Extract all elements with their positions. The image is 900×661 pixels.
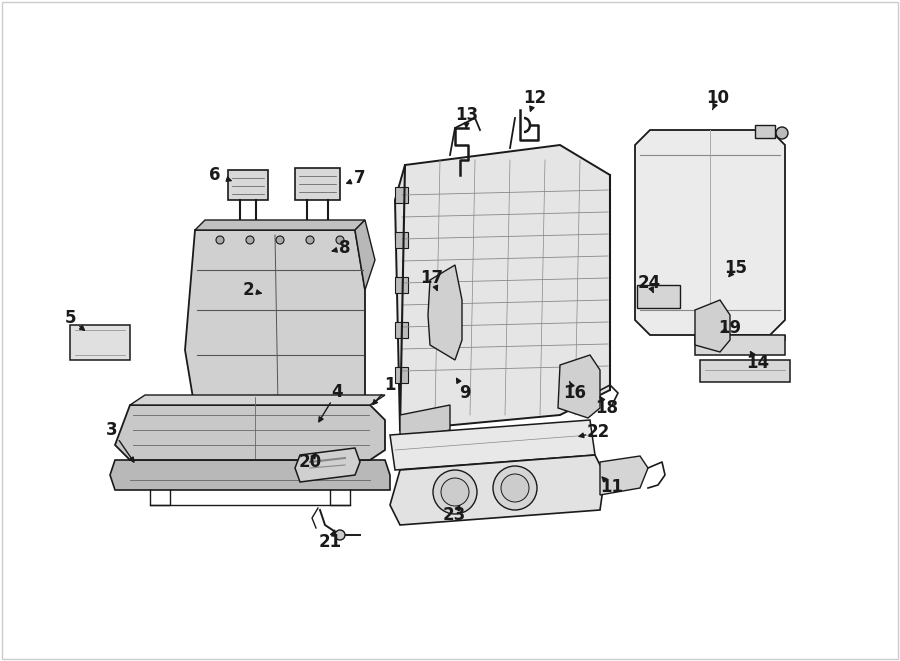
Text: 6: 6 <box>209 166 220 184</box>
Polygon shape <box>395 367 408 383</box>
Circle shape <box>216 236 224 244</box>
Polygon shape <box>695 335 785 340</box>
Text: 21: 21 <box>319 533 342 551</box>
Text: 17: 17 <box>420 269 444 287</box>
Text: 15: 15 <box>724 259 748 277</box>
Polygon shape <box>115 405 385 460</box>
Circle shape <box>246 236 254 244</box>
Circle shape <box>336 236 344 244</box>
Polygon shape <box>395 187 408 203</box>
Polygon shape <box>185 230 365 410</box>
Polygon shape <box>635 130 785 335</box>
Text: 20: 20 <box>299 453 321 471</box>
Text: 14: 14 <box>746 354 769 372</box>
Polygon shape <box>355 220 375 290</box>
Polygon shape <box>195 220 365 230</box>
Polygon shape <box>428 265 462 360</box>
Polygon shape <box>755 125 775 138</box>
Polygon shape <box>695 335 785 355</box>
Polygon shape <box>70 325 130 360</box>
Circle shape <box>335 530 345 540</box>
Text: 19: 19 <box>718 319 742 337</box>
Polygon shape <box>395 145 610 430</box>
Text: 8: 8 <box>339 239 351 257</box>
Circle shape <box>776 127 788 139</box>
Polygon shape <box>395 322 408 338</box>
Text: 7: 7 <box>355 169 365 187</box>
Polygon shape <box>295 448 360 482</box>
Polygon shape <box>395 277 408 293</box>
Circle shape <box>276 236 284 244</box>
Polygon shape <box>390 455 605 525</box>
Polygon shape <box>185 410 365 420</box>
Text: 1: 1 <box>384 376 396 394</box>
Polygon shape <box>295 168 340 200</box>
Text: 24: 24 <box>637 274 661 292</box>
Polygon shape <box>637 285 680 308</box>
Circle shape <box>306 236 314 244</box>
Circle shape <box>433 470 477 514</box>
Text: 23: 23 <box>443 506 465 524</box>
Polygon shape <box>130 395 385 405</box>
Circle shape <box>501 474 529 502</box>
Polygon shape <box>228 170 268 200</box>
Text: 12: 12 <box>524 89 546 107</box>
Polygon shape <box>390 420 595 470</box>
Polygon shape <box>700 360 790 382</box>
Polygon shape <box>200 460 250 470</box>
Text: 22: 22 <box>587 423 609 441</box>
Text: 2: 2 <box>242 281 254 299</box>
Text: 4: 4 <box>331 383 343 401</box>
Text: 5: 5 <box>64 309 76 327</box>
Text: 9: 9 <box>459 384 471 402</box>
Text: 13: 13 <box>455 106 479 124</box>
Circle shape <box>493 466 537 510</box>
Text: 18: 18 <box>596 399 618 417</box>
Text: 16: 16 <box>563 384 587 402</box>
Polygon shape <box>558 355 600 418</box>
Polygon shape <box>110 460 390 490</box>
Circle shape <box>441 478 469 506</box>
Text: 10: 10 <box>706 89 730 107</box>
Polygon shape <box>395 232 408 248</box>
Polygon shape <box>695 300 730 352</box>
Polygon shape <box>400 405 450 440</box>
Polygon shape <box>600 456 648 495</box>
Text: 3: 3 <box>106 421 118 439</box>
Text: 11: 11 <box>600 478 624 496</box>
